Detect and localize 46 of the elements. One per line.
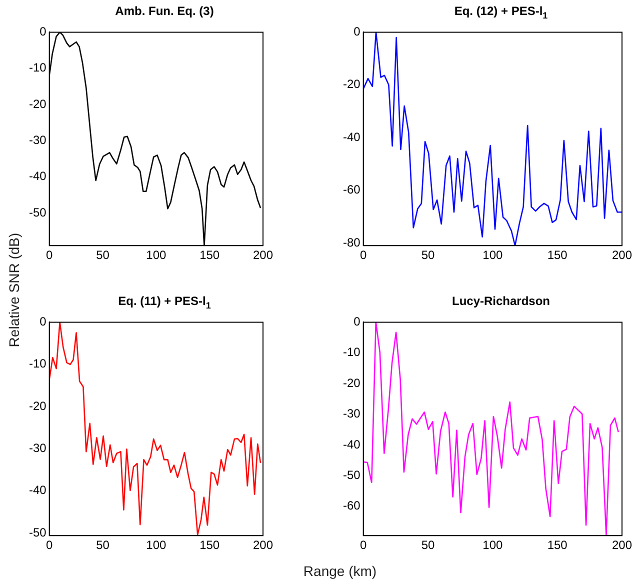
y-tick-label: -20 (29, 96, 47, 111)
y-tick-label: -10 (29, 356, 47, 371)
y-tick-label: -20 (343, 77, 361, 92)
y-tick-label: -10 (343, 345, 361, 360)
chart-title: Eq. (11) + PES-l$_{1}$ (117, 294, 212, 310)
y-tick-label: -40 (29, 169, 47, 184)
x-tick-label: 50 (421, 248, 435, 262)
y-axis-title: Relative SNR (dB) (6, 232, 22, 348)
y-tick-label: -10 (29, 60, 47, 75)
x-tick-label: 200 (612, 538, 632, 552)
y-tick-label: -40 (343, 130, 361, 144)
x-tick-label: 150 (547, 248, 568, 262)
y-tick-label: -20 (343, 376, 361, 390)
y-tick-label: -40 (29, 483, 47, 498)
y-tick-label: -20 (29, 398, 47, 413)
x-tick-label: 100 (146, 248, 167, 262)
x-axis-title: Range (km) (303, 563, 377, 579)
chart-title: Amb. Fun. Eq. (3) (114, 4, 215, 18)
x-tick-label: 200 (252, 538, 274, 552)
x-tick-label: 150 (200, 538, 220, 552)
chart-title: Eq. (12) + PES-l$_{1}$ (453, 4, 549, 20)
x-tick-label: 200 (252, 248, 274, 262)
chart-title: Lucy-Richardson (450, 294, 551, 308)
y-tick-label: -40 (343, 437, 361, 452)
y-tick-label: -50 (29, 525, 47, 540)
y-tick-label: 0 (40, 24, 47, 39)
x-tick-label: 50 (96, 538, 110, 552)
x-tick-label: 50 (96, 248, 110, 262)
y-tick-label: -50 (29, 205, 47, 220)
y-tick-label: -50 (343, 468, 361, 482)
y-tick-label: -80 (343, 235, 361, 250)
x-tick-label: 200 (612, 248, 632, 262)
y-tick-label: -60 (343, 182, 361, 197)
y-tick-label: -30 (29, 133, 47, 148)
x-tick-label: 50 (421, 538, 435, 552)
y-tick-label: 0 (354, 24, 361, 39)
y-tick-label: 0 (40, 314, 47, 329)
x-tick-label: 100 (146, 538, 167, 552)
y-tick-label: -30 (29, 441, 47, 456)
x-tick-label: 100 (482, 538, 504, 552)
x-tick-label: 150 (200, 248, 220, 262)
y-tick-label: -30 (343, 406, 361, 421)
y-tick-label: -60 (343, 498, 361, 513)
x-tick-label: 150 (547, 538, 568, 552)
x-tick-label: 100 (482, 248, 504, 262)
y-tick-label: 0 (354, 314, 361, 329)
